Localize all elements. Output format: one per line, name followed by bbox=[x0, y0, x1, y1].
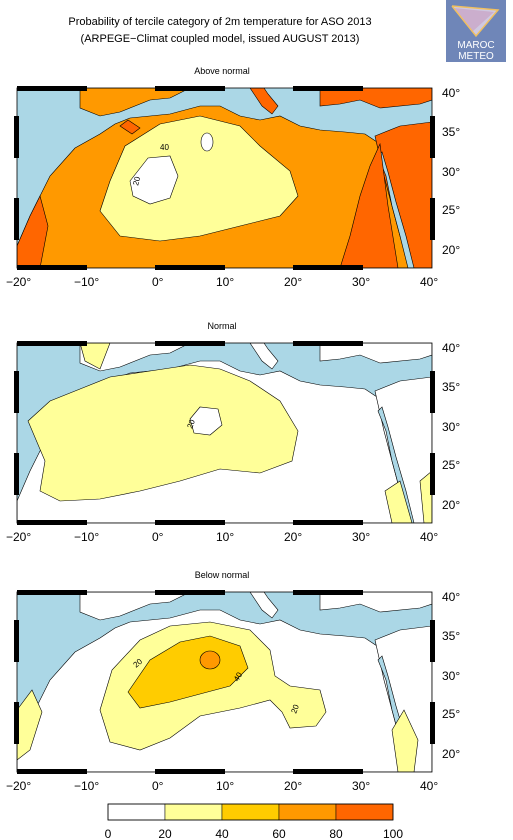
lon-label: 10° bbox=[216, 779, 234, 793]
contour-label: 40 bbox=[160, 143, 169, 152]
frame-ticks bbox=[14, 86, 435, 270]
maroc-meteo-logo: MAROC METEO bbox=[446, 0, 506, 62]
lon-label: 40° bbox=[420, 530, 438, 544]
land-italy bbox=[249, 88, 279, 115]
lon-label: −20° bbox=[6, 275, 31, 289]
panel-title-normal: Normal bbox=[207, 321, 237, 331]
contour-label: 20 bbox=[131, 175, 142, 186]
lon-label: 40° bbox=[420, 779, 438, 793]
logo-text-1: MAROC bbox=[457, 40, 494, 51]
frame-ticks bbox=[14, 341, 435, 525]
logo-text-2: METEO bbox=[458, 51, 494, 62]
colorbar-swatch bbox=[107, 803, 166, 821]
lat-label: 40° bbox=[442, 86, 460, 100]
land-turkey bbox=[319, 88, 432, 109]
lat-label: 40° bbox=[442, 590, 460, 604]
map-panel-above-normal: 40 20 −20° −10° 0° 10° 20° 30° 40° 40° 3… bbox=[6, 86, 460, 289]
colorbar-tick: 80 bbox=[329, 827, 343, 840]
contour-20 bbox=[27, 364, 299, 502]
lon-label: 20° bbox=[284, 275, 302, 289]
colorbar-swatch bbox=[335, 803, 394, 821]
contour-label: 20 bbox=[289, 703, 301, 715]
contour-20 bbox=[129, 155, 179, 205]
lon-label: 30° bbox=[352, 530, 370, 544]
colorbar-tick: 40 bbox=[215, 827, 229, 840]
contour-40 bbox=[99, 115, 299, 242]
lat-label: 35° bbox=[442, 380, 460, 394]
lat-label: 25° bbox=[442, 203, 460, 217]
lat-label: 35° bbox=[442, 629, 460, 643]
colorbar: 0 20 40 60 80 100 bbox=[105, 803, 403, 840]
lat-label: 25° bbox=[442, 707, 460, 721]
land-arabia bbox=[374, 121, 432, 268]
lat-label: 40° bbox=[442, 341, 460, 355]
frame-ticks bbox=[14, 590, 435, 774]
colorbar-swatch bbox=[164, 803, 223, 821]
lon-label: 10° bbox=[216, 275, 234, 289]
lon-label: 0° bbox=[152, 275, 164, 289]
panel-title-above-normal: Above normal bbox=[194, 66, 250, 76]
colorbar-tick: 0 bbox=[105, 827, 112, 840]
map-subtitle: (ARPEGE−Climat coupled model, issued AUG… bbox=[80, 33, 360, 45]
lon-label: 40° bbox=[420, 275, 438, 289]
lon-label: 30° bbox=[352, 779, 370, 793]
lon-label: 20° bbox=[284, 530, 302, 544]
lon-label: 0° bbox=[152, 779, 164, 793]
band-eastern bbox=[339, 142, 399, 268]
lat-label: 20° bbox=[442, 747, 460, 761]
colorbar-tick: 20 bbox=[158, 827, 172, 840]
colorbar-tick: 60 bbox=[272, 827, 286, 840]
map-panel-normal: 20 −20° −10° 0° 10° 20° 30° 40° 40° 35° … bbox=[6, 341, 460, 544]
lon-label: 30° bbox=[352, 275, 370, 289]
lon-label: −20° bbox=[6, 779, 31, 793]
band-western bbox=[17, 195, 49, 268]
lat-label: 35° bbox=[442, 125, 460, 139]
contour-40 bbox=[127, 635, 249, 709]
lon-label: 0° bbox=[152, 530, 164, 544]
contour-20-small bbox=[200, 132, 214, 152]
lat-label: 30° bbox=[442, 165, 460, 179]
contour-60 bbox=[199, 650, 221, 670]
lat-label: 20° bbox=[442, 498, 460, 512]
lon-label: −10° bbox=[74, 275, 99, 289]
lon-label: 20° bbox=[284, 779, 302, 793]
lat-label: 30° bbox=[442, 420, 460, 434]
lon-label: −10° bbox=[74, 779, 99, 793]
lon-label: 10° bbox=[216, 530, 234, 544]
map-panel-below-normal: 20 40 20 −20° −10° 0° 10° 20° 30° 40° 40… bbox=[6, 590, 460, 793]
lat-label: 25° bbox=[442, 458, 460, 472]
lat-label: 20° bbox=[442, 243, 460, 257]
colorbar-swatch bbox=[278, 803, 337, 821]
panel-title-below-normal: Below normal bbox=[194, 570, 250, 580]
lon-label: −20° bbox=[6, 530, 31, 544]
colorbar-swatch bbox=[221, 803, 280, 821]
contour-label: 20 bbox=[185, 418, 197, 430]
lon-label: −10° bbox=[74, 530, 99, 544]
map-title: Probability of tercile category of 2m te… bbox=[68, 16, 372, 28]
lat-label: 30° bbox=[442, 669, 460, 683]
colorbar-tick: 100 bbox=[383, 827, 403, 840]
